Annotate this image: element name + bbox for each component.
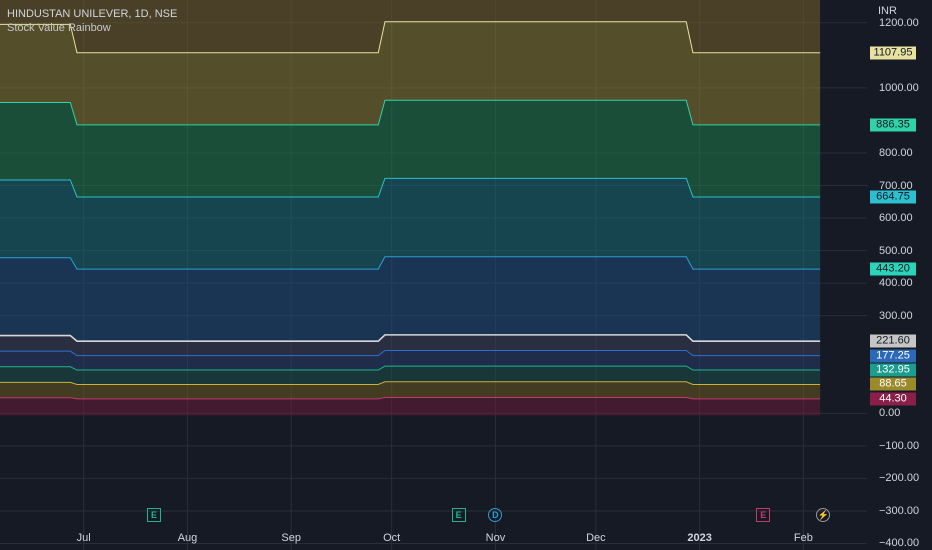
y-tick-label: −100.00 [879, 439, 920, 452]
y-tick-label: 500.00 [879, 244, 913, 257]
rainbow-lines [0, 21, 821, 400]
x-tick-label: Oct [383, 532, 401, 544]
last-value-badge: 221.60 [870, 334, 916, 348]
rainbow-band [0, 178, 821, 270]
y-tick-label: 700.00 [879, 179, 913, 192]
rainbow-band-top [0, 0, 821, 53]
last-value-badge: 886.35 [870, 118, 916, 132]
y-tick-label: 300.00 [879, 309, 913, 322]
rainbow-line [0, 256, 821, 270]
y-tick-label: −200.00 [879, 472, 920, 485]
x-tick-label: Jul [76, 532, 91, 544]
rainbow-band [0, 21, 821, 125]
last-value-badge: 44.30 [870, 392, 916, 406]
last-value-badge: 1107.95 [870, 46, 916, 60]
rainbow-band [0, 100, 821, 197]
split-icon[interactable]: ⚡ [816, 508, 831, 522]
dividend-icon[interactable]: D [488, 508, 503, 522]
x-tick-label: Dec [586, 532, 606, 544]
y-tick-label: 0.00 [879, 407, 901, 420]
symbol-title[interactable]: HINDUSTAN UNILEVER, 1D, NSE [7, 8, 178, 20]
last-value-badge: 177.25 [870, 349, 916, 363]
rainbow-line [0, 177, 821, 198]
x-tick-label: Feb [793, 532, 813, 544]
rainbow-band [0, 256, 821, 342]
x-tick-label: Sep [281, 532, 302, 544]
y-tick-label: 1200.00 [879, 16, 919, 29]
y-tick-label: 800.00 [879, 146, 913, 159]
rainbow-band [0, 381, 821, 399]
y-tick-label: −300.00 [879, 504, 920, 517]
rainbow-band [0, 366, 821, 385]
x-tick-label: Nov [485, 532, 506, 544]
rainbow-line [0, 350, 821, 357]
earnings-icon[interactable]: E [451, 508, 466, 522]
rainbow-line [0, 99, 821, 126]
rainbow-line [0, 21, 821, 54]
rainbow-band [0, 350, 821, 371]
y-tick-label: −400.00 [879, 537, 920, 550]
rainbow-band [0, 397, 821, 416]
chart-legend[interactable]: HINDUSTAN UNILEVER, 1D, NSE Stock Value … [7, 7, 177, 35]
x-tick-label: 2023 [687, 532, 712, 544]
indicator-title[interactable]: Stock Value Rainbow [7, 22, 111, 34]
last-value-badge: 88.65 [870, 377, 916, 391]
earnings-icon[interactable]: E [756, 508, 771, 522]
earnings-icon[interactable]: E [146, 508, 161, 522]
x-tick-label: Aug [177, 532, 198, 544]
rainbow-bands [0, 0, 821, 416]
rainbow-line [0, 365, 821, 371]
y-tick-label: 600.00 [879, 212, 913, 225]
rainbow-line [0, 381, 821, 385]
last-value-badge: 132.95 [870, 363, 916, 377]
y-tick-label: 1000.00 [879, 81, 919, 94]
last-value-badge: 443.20 [870, 262, 916, 276]
rainbow-line [0, 397, 821, 400]
y-tick-label: 400.00 [879, 277, 913, 290]
last-value-badge: 664.75 [870, 190, 916, 204]
currency-unit[interactable]: INR [878, 5, 897, 17]
rainbow-line [0, 334, 821, 342]
